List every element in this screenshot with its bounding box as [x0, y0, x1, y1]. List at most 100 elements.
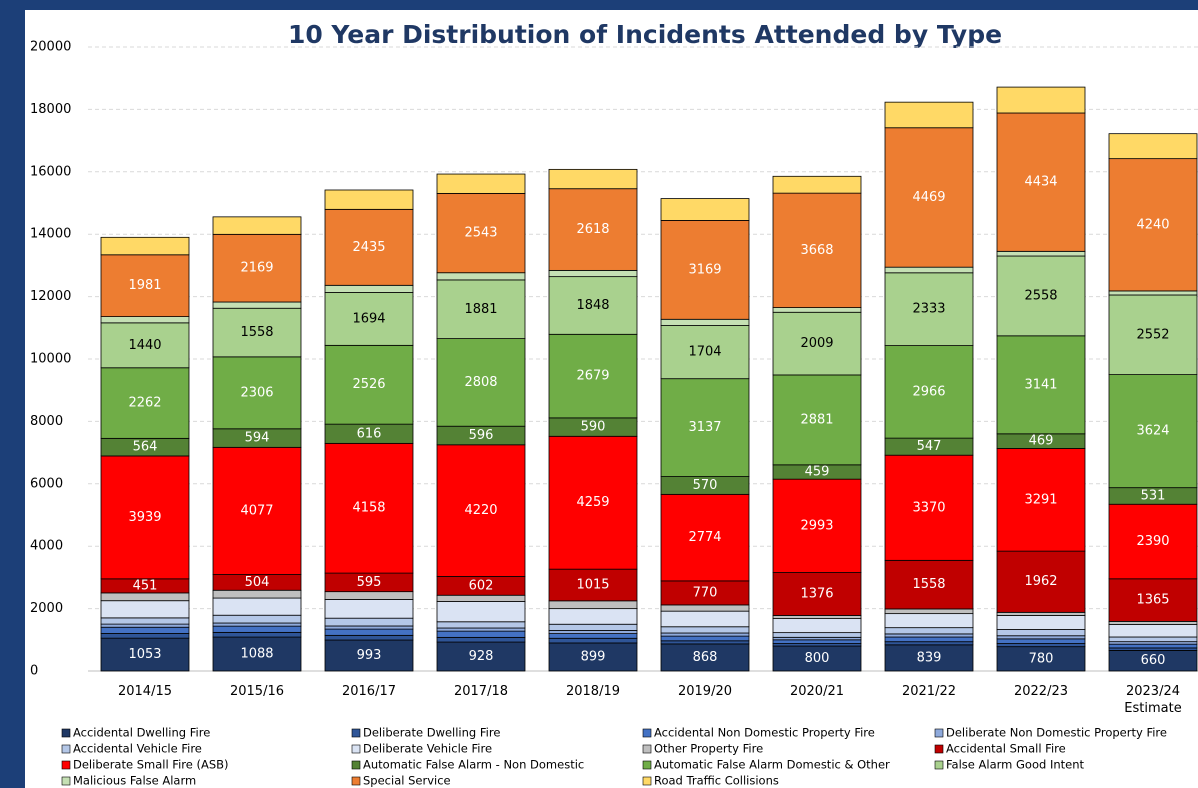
x-tick-label: 2017/18 — [453, 684, 508, 699]
data-label: 2262 — [128, 396, 161, 411]
data-label: 4259 — [576, 495, 609, 510]
bar-segment — [884, 644, 974, 672]
bar-segment — [436, 192, 526, 274]
bar-segment — [324, 625, 414, 630]
data-label: 596 — [469, 428, 494, 443]
bar-segment — [324, 189, 414, 210]
legend-swatch — [61, 728, 71, 738]
data-label: 590 — [581, 420, 606, 435]
data-label: 1088 — [240, 647, 273, 662]
bar-segment — [324, 634, 414, 641]
x-tick-label: 2020/21 — [789, 684, 844, 699]
data-label: 2774 — [688, 530, 721, 545]
bar-segment — [1108, 620, 1198, 625]
bar-segment — [996, 250, 1086, 257]
bar-segment — [996, 255, 1086, 337]
y-tick-label: 8000 — [30, 414, 63, 429]
data-label: 1704 — [688, 345, 721, 360]
data-label: 3137 — [688, 420, 721, 435]
y-tick-label: 12000 — [30, 289, 71, 304]
data-label: 2993 — [800, 518, 833, 533]
bar-segment — [548, 630, 638, 634]
data-label: 3370 — [912, 500, 945, 515]
data-label: 451 — [133, 578, 158, 593]
bar-segment — [436, 621, 526, 629]
y-tick-label: 20000 — [30, 40, 71, 55]
bar-segment — [884, 345, 974, 439]
bar-segment — [212, 597, 302, 616]
bar-segment — [660, 325, 750, 380]
bar-segment — [1108, 503, 1198, 580]
bar-segment — [660, 220, 750, 320]
bar-segment — [100, 617, 190, 625]
legend-label: Automatic False Alarm - Non Domestic — [363, 758, 584, 772]
data-label: 899 — [581, 649, 606, 664]
bar-segment — [324, 617, 414, 627]
bar-segment — [772, 639, 862, 644]
bar-segment — [324, 344, 414, 425]
legend-swatch — [642, 728, 652, 738]
legend-swatch — [934, 760, 944, 770]
bar-segment — [772, 632, 862, 638]
y-tick-label: 2000 — [30, 601, 63, 616]
legend-swatch — [351, 744, 361, 754]
bar-segment — [436, 279, 526, 339]
bar-segment — [660, 604, 750, 612]
legend-label: Automatic False Alarm Domestic & Other — [654, 758, 890, 772]
bar-segment — [324, 599, 414, 619]
bar-segment — [772, 311, 862, 376]
bar-segment — [772, 307, 862, 313]
data-label: 2169 — [240, 261, 273, 276]
bar-segment — [660, 378, 750, 477]
bar-segment — [772, 192, 862, 308]
legend-swatch — [642, 776, 652, 786]
data-label: 469 — [1029, 434, 1054, 449]
data-label: 993 — [357, 648, 382, 663]
bar-segment — [1108, 294, 1198, 375]
data-label: 2543 — [464, 226, 497, 241]
bar-segment — [100, 592, 190, 602]
bar-segment — [996, 112, 1086, 252]
data-label: 594 — [245, 431, 270, 446]
bar-segment — [660, 610, 750, 628]
bar-segment — [884, 127, 974, 268]
legend-label: Other Property Fire — [654, 742, 763, 756]
bar-segment — [324, 284, 414, 293]
bar-segment — [548, 623, 638, 631]
bar-segment — [996, 635, 1086, 640]
data-label: 1558 — [912, 577, 945, 592]
bar-segment — [212, 614, 302, 624]
bar-segment — [436, 630, 526, 638]
y-tick-label: 14000 — [30, 227, 71, 242]
legend-swatch — [61, 744, 71, 754]
data-label: 2333 — [912, 302, 945, 317]
legend-label: Road Traffic Collisions — [654, 774, 779, 788]
bar-segment — [212, 625, 302, 633]
data-label: 3624 — [1136, 424, 1169, 439]
bar-segment — [884, 641, 974, 646]
bar-segment — [884, 559, 974, 610]
bar-segment — [100, 236, 190, 256]
bar-segment — [436, 594, 526, 602]
bar-segment — [884, 272, 974, 346]
data-label: 770 — [693, 585, 718, 600]
legend-label: Deliberate Non Domestic Property Fire — [946, 726, 1167, 740]
legend-label: Accidental Vehicle Fire — [73, 742, 202, 756]
y-tick-label: 6000 — [30, 476, 63, 491]
data-label: 459 — [805, 464, 830, 479]
bar-segment — [1108, 643, 1198, 649]
bar-segment — [436, 601, 526, 623]
data-label: 2390 — [1136, 534, 1169, 549]
bar-segment — [884, 636, 974, 643]
bar-segment — [324, 208, 414, 286]
data-label: 2966 — [912, 384, 945, 399]
bar-segment — [548, 168, 638, 190]
bar-segment — [660, 318, 750, 326]
data-label: 3141 — [1024, 377, 1057, 392]
data-label: 4240 — [1136, 217, 1169, 232]
bar-segment — [548, 608, 638, 625]
bar-segment — [100, 600, 190, 619]
data-label: 660 — [1141, 653, 1166, 668]
bar-segment — [100, 626, 190, 634]
